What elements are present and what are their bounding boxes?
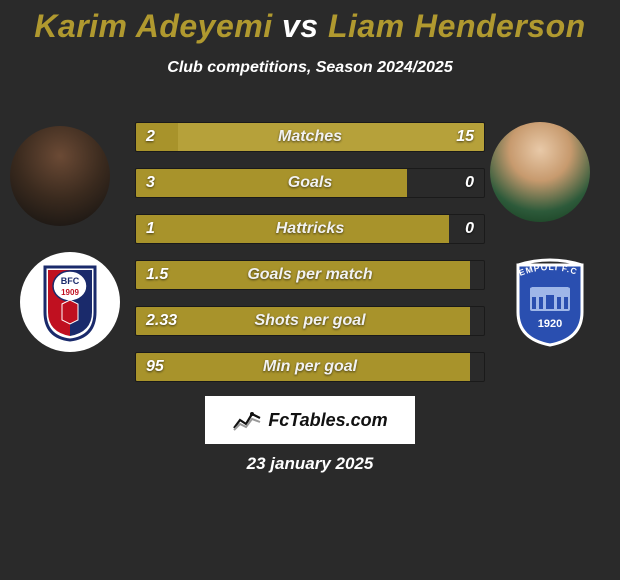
stat-row: 1Hattricks0 <box>135 214 485 244</box>
stat-label: Goals per match <box>136 261 484 289</box>
watermark: FcTables.com <box>205 396 415 444</box>
stat-label: Shots per goal <box>136 307 484 335</box>
svg-text:1920: 1920 <box>538 318 562 330</box>
player1-avatar <box>10 126 110 226</box>
stat-label: Min per goal <box>136 353 484 381</box>
empoli-shield-icon: EMPOLI F.C. 1920 <box>513 257 587 347</box>
svg-text:1909: 1909 <box>61 288 79 297</box>
date-label: 23 january 2025 <box>0 454 620 474</box>
player2-club-logo: EMPOLI F.C. 1920 <box>500 252 600 352</box>
player2-avatar <box>490 122 590 222</box>
bfc-shield-icon: BFC 1909 <box>40 262 100 342</box>
watermark-text: FcTables.com <box>268 410 387 431</box>
title-vs: vs <box>273 8 328 44</box>
title-player1: Karim Adeyemi <box>34 8 272 44</box>
stat-row: 1.5Goals per match <box>135 260 485 290</box>
player1-club-logo: BFC 1909 <box>20 252 120 352</box>
stat-bars-container: 2Matches15 3Goals0 1Hattricks0 1.5Goals per… <box>135 122 485 398</box>
stat-label: Goals <box>136 169 484 197</box>
subtitle: Club competitions, Season 2024/2025 <box>0 59 620 77</box>
stat-row: 2Matches15 <box>135 122 485 152</box>
stat-value-right: 15 <box>456 123 474 151</box>
stat-label: Matches <box>136 123 484 151</box>
stat-row: 95Min per goal <box>135 352 485 382</box>
title-player2: Liam Henderson <box>328 8 586 44</box>
stat-value-right: 0 <box>465 215 474 243</box>
stat-row: 2.33Shots per goal <box>135 306 485 336</box>
svg-text:BFC: BFC <box>61 276 80 286</box>
stat-row: 3Goals0 <box>135 168 485 198</box>
stat-label: Hattricks <box>136 215 484 243</box>
fctables-logo-icon <box>232 408 262 432</box>
stat-value-right: 0 <box>465 169 474 197</box>
comparison-title: Karim Adeyemi vs Liam Henderson <box>0 0 620 45</box>
